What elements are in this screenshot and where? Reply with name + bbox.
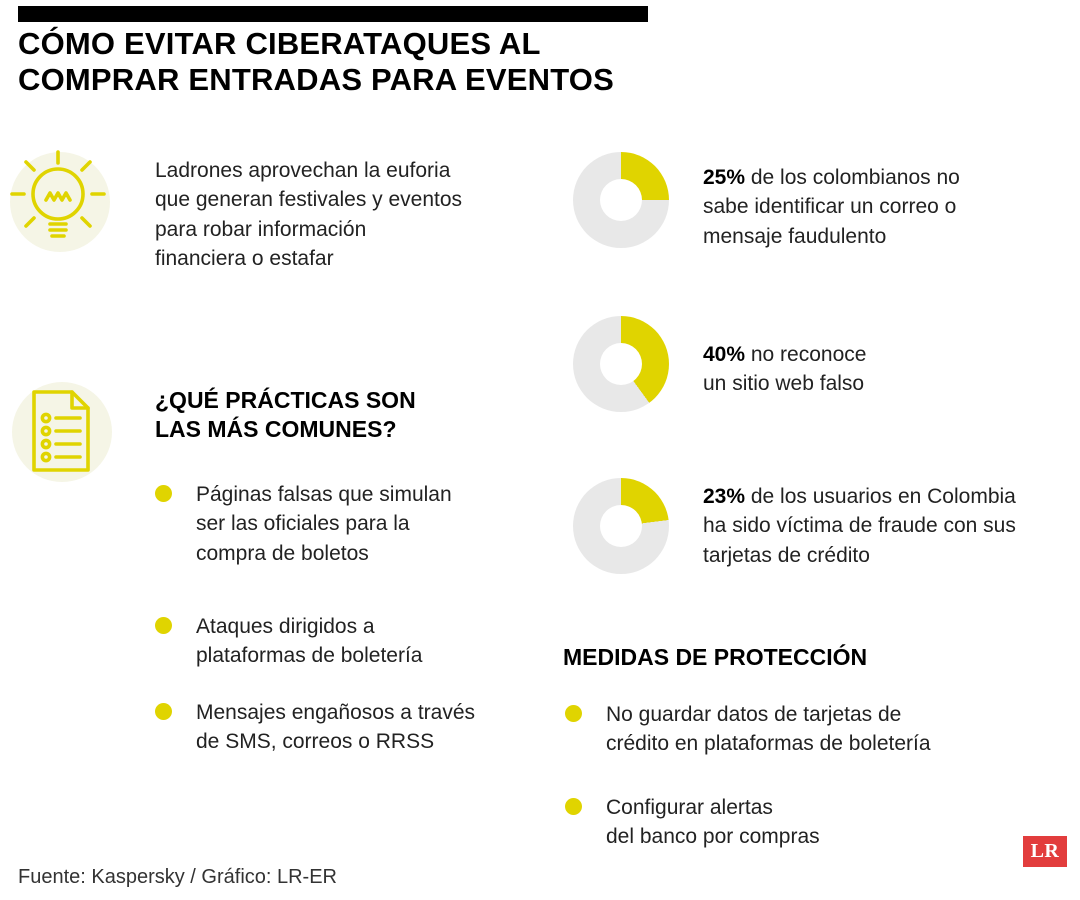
protection-item: No guardar datos de tarjetas de crédito … (565, 700, 965, 759)
donut-chart-40pct (573, 316, 669, 412)
checklist-icon (6, 374, 118, 486)
protection-item: Configurar alertas del banco por compras (565, 793, 965, 852)
practice-item: Ataques dirigidos a plataformas de bolet… (155, 612, 515, 671)
protection-item-text: Configurar alertas del banco por compras (606, 796, 820, 849)
protection-item-text: No guardar datos de tarjetas de crédito … (606, 703, 931, 756)
protection-heading: MEDIDAS DE PROTECCIÓN (563, 644, 868, 670)
bullet-dot (155, 485, 172, 502)
intro-text: Ladrones aprovechan la euforia que gener… (155, 159, 463, 271)
stat-caption: de los colombianos no sabe identificar u… (703, 166, 960, 248)
practice-item: Mensajes engañosos a través de SMS, corr… (155, 698, 515, 757)
bullet-dot (565, 705, 582, 722)
practice-item-text: Mensajes engañosos a través de SMS, corr… (196, 701, 475, 754)
stat-caption: no reconoce un sitio web falso (703, 343, 867, 396)
source-credit: Fuente: Kaspersky / Gráfico: LR-ER (18, 866, 338, 888)
page-title: CÓMO EVITAR CIBERATAQUES AL COMPRAR ENTR… (18, 26, 614, 97)
lr-logo: LR (1023, 836, 1067, 867)
stat-text: 25% de los colombianos no sabe identific… (703, 163, 1063, 251)
stat-value: 40% (703, 343, 746, 366)
donut-chart-25pct (573, 152, 669, 248)
lightbulb-icon (2, 144, 114, 256)
practices-heading: ¿QUÉ PRÁCTICAS SON LAS MÁS COMUNES? (155, 387, 416, 442)
practice-item-text: Ataques dirigidos a plataformas de bolet… (196, 615, 423, 668)
stat-caption: de los usuarios en Colombia ha sido víct… (703, 485, 1016, 567)
bullet-dot (155, 703, 172, 720)
top-accent-bar (18, 6, 648, 22)
donut-chart-23pct (573, 478, 669, 574)
practice-item: Páginas falsas que simulan ser las ofici… (155, 480, 515, 568)
practice-item-text: Páginas falsas que simulan ser las ofici… (196, 483, 452, 565)
bullet-dot (155, 617, 172, 634)
stat-value: 25% (703, 166, 746, 189)
stat-value: 23% (703, 485, 746, 508)
stat-text: 23% de los usuarios en Colombia ha sido … (703, 482, 1063, 570)
bullet-dot (565, 798, 582, 815)
stat-text: 40% no reconoce un sitio web falso (703, 340, 1063, 399)
